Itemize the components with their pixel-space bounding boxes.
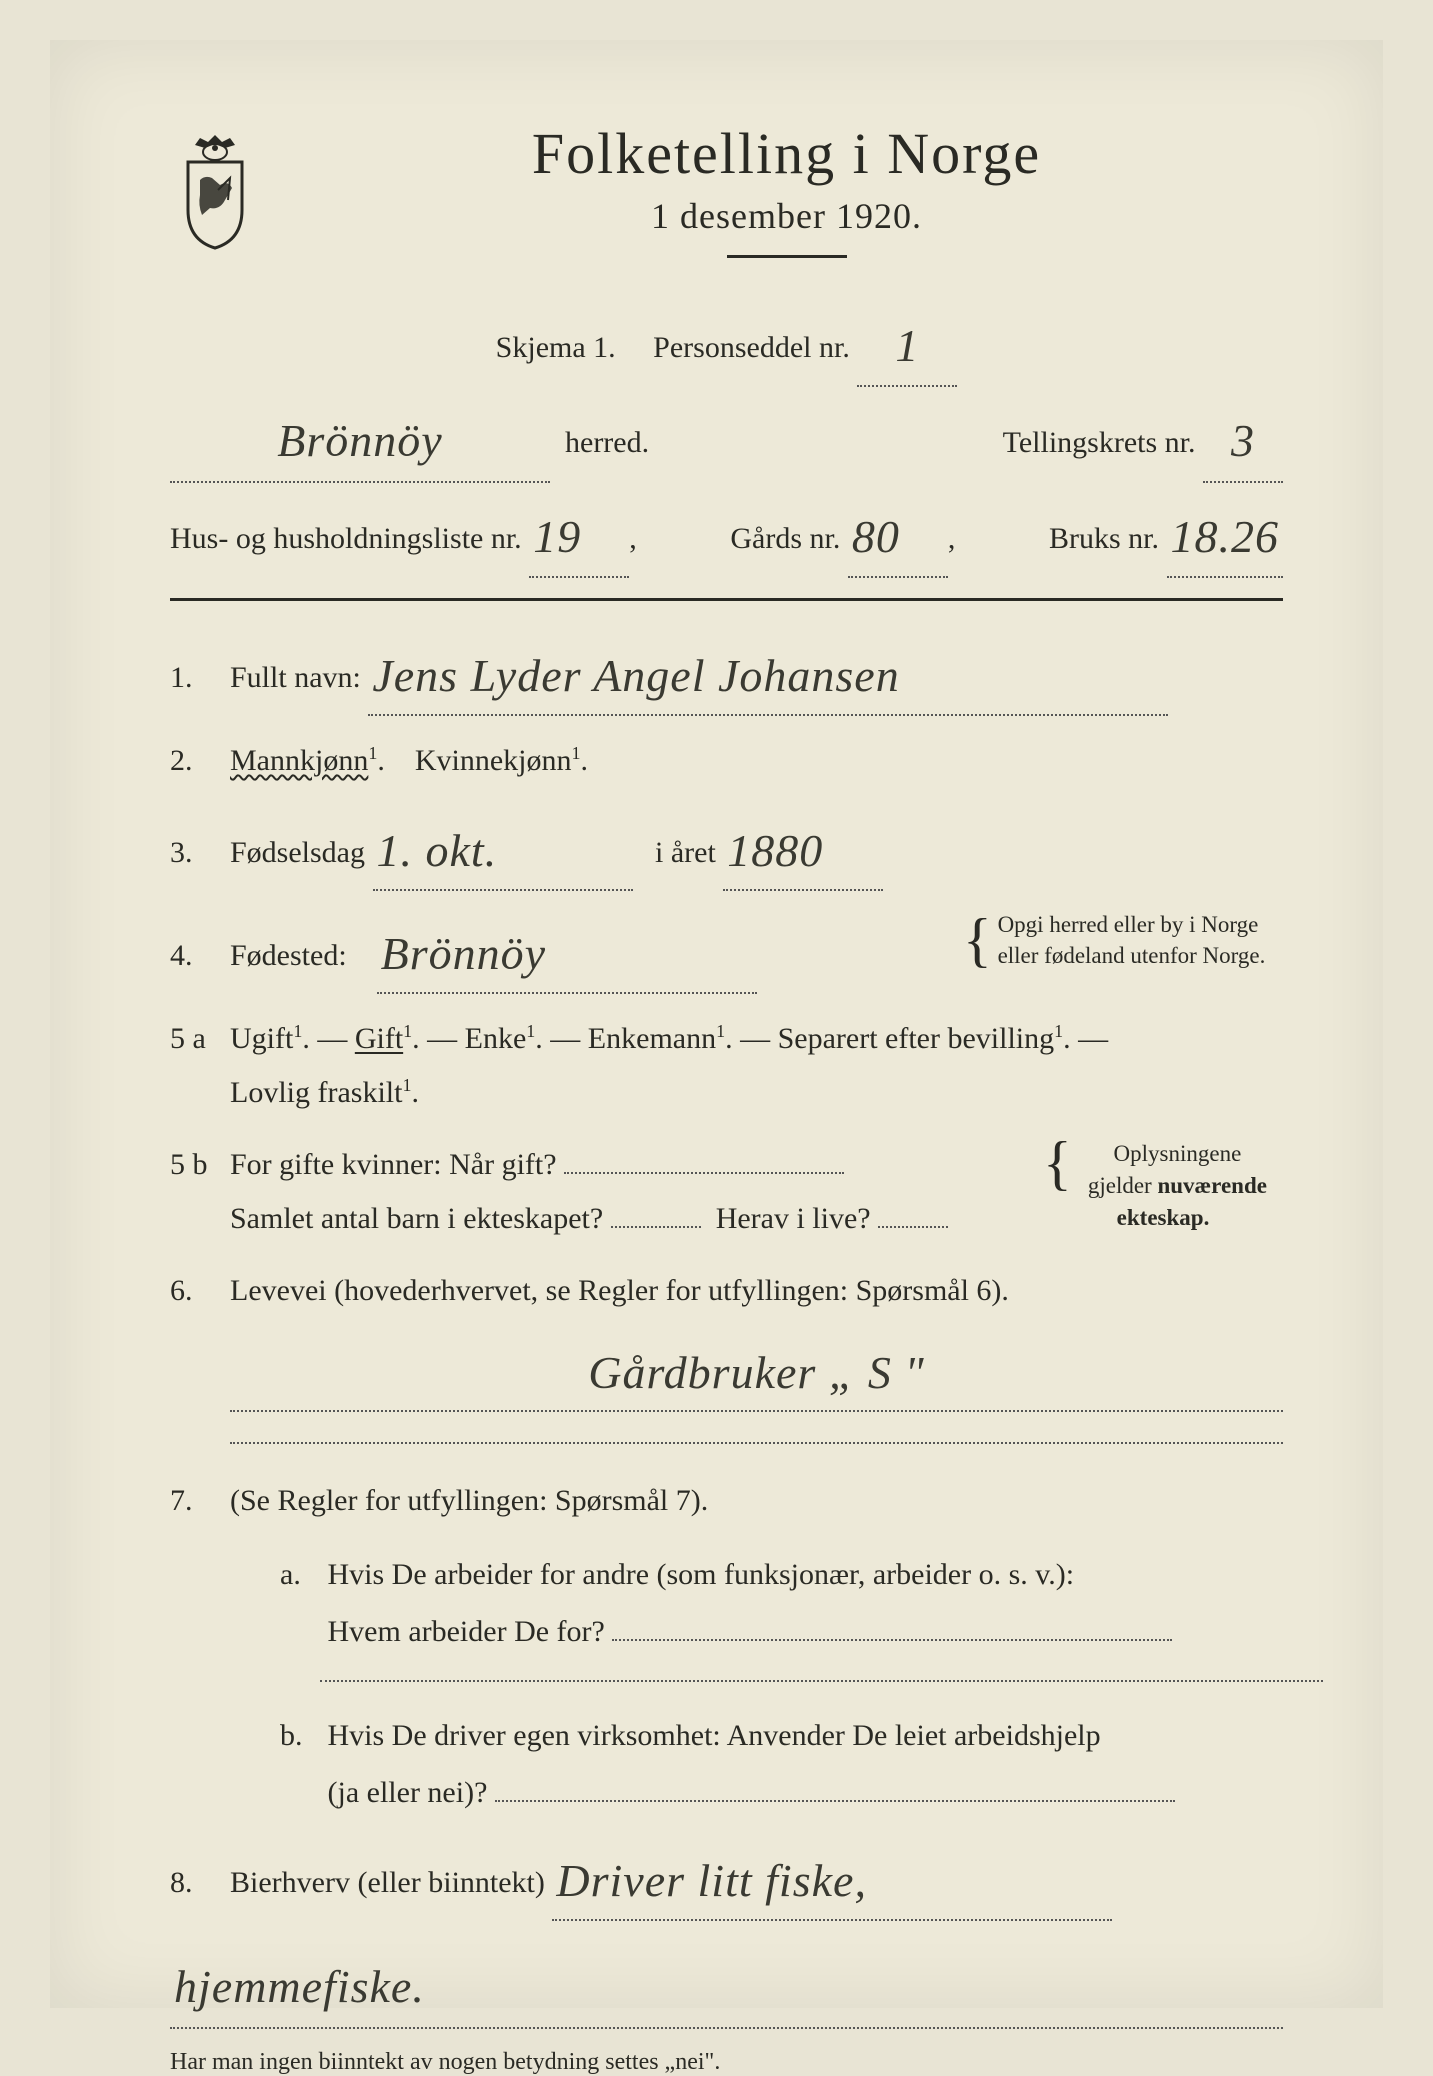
skjema-label: Skjema 1. xyxy=(496,331,616,364)
gards-value: 80 xyxy=(852,511,900,562)
q5a-ugift: Ugift xyxy=(230,1022,293,1055)
q2-row: 2. Mannkjønn1. Kvinnekjønn1. xyxy=(170,734,1283,788)
q5b-line1: For gifte kvinner: Når gift? xyxy=(230,1148,557,1181)
herred-line: Brönnöy herred. Tellingskrets nr. 3 xyxy=(170,393,1283,482)
q3-year: 1880 xyxy=(727,825,823,876)
q7b-text1: Hvis De driver egen virksomhet: Anvender… xyxy=(328,1719,1101,1752)
brace-icon: { xyxy=(1043,1148,1072,1178)
q1-row: 1. Fullt navn: Jens Lyder Angel Johansen xyxy=(170,631,1283,716)
q5a-enkemann: Enkemann xyxy=(588,1022,716,1055)
q5a-lovlig: Lovlig fraskilt xyxy=(230,1076,402,1109)
q5b-line2b: Herav i live? xyxy=(716,1202,871,1235)
q2-sup1: 1 xyxy=(368,743,377,763)
title-divider xyxy=(727,255,847,258)
q3-num: 3. xyxy=(170,826,230,880)
bruks-label: Bruks nr. xyxy=(1049,522,1159,555)
q5a-num: 5 a xyxy=(170,1012,230,1066)
footer-note: Har man ingen biinntekt av nogen betydni… xyxy=(170,2049,1283,2076)
subtitle: 1 desember 1920. xyxy=(290,195,1283,237)
q4-note2: eller fødeland utenfor Norge. xyxy=(998,943,1266,968)
q8-value1: Driver litt fiske, xyxy=(556,1855,867,1906)
q4-row: 4. Fødested: Brönnöy { Opgi herred eller… xyxy=(170,909,1283,994)
q8-value2: hjemmefiske. xyxy=(174,1961,425,2012)
q5b-note3: ekteskap. xyxy=(1117,1205,1210,1230)
q5b-note: { Oplysningene gjelder nuværende ekteska… xyxy=(1043,1138,1283,1235)
q7a-text2: Hvem arbeider De for? xyxy=(328,1615,605,1648)
q7b-label: b. xyxy=(280,1707,320,1764)
q4-note: { Opgi herred eller by i Norge eller fød… xyxy=(963,909,1283,971)
q8-row: 8. Bierhverv (eller biinntekt) Driver li… xyxy=(170,1836,1283,1921)
title-block: Folketelling i Norge 1 desember 1920. xyxy=(290,120,1283,288)
q5b-line2a: Samlet antal barn i ekteskapet? xyxy=(230,1202,603,1235)
q2-num: 2. xyxy=(170,734,230,788)
personseddel-label: Personseddel nr. xyxy=(653,331,850,364)
hus-line: Hus- og husholdningsliste nr. 19, Gårds … xyxy=(170,489,1283,578)
q2-kvinne: Kvinnekjønn xyxy=(415,744,572,777)
header: Folketelling i Norge 1 desember 1920. xyxy=(170,120,1283,288)
q7-row: 7. (Se Regler for utfyllingen: Spørsmål … xyxy=(170,1474,1283,1528)
q5b-note1: Oplysningene xyxy=(1114,1141,1242,1166)
herred-label: herred. xyxy=(565,426,649,459)
q3-label: Fødselsdag xyxy=(230,836,365,869)
gards-label: Gårds nr. xyxy=(730,522,840,555)
hus-value: 19 xyxy=(533,511,581,562)
q3-year-label: i året xyxy=(655,836,716,869)
brace-icon: { xyxy=(963,925,992,955)
herred-value: Brönnöy xyxy=(277,415,442,466)
q6-num: 6. xyxy=(170,1264,230,1318)
q5b-note2: gjelder xyxy=(1088,1173,1152,1198)
bruks-value: 18.26 xyxy=(1171,511,1280,562)
q6-value: Gårdbruker „ S " xyxy=(588,1347,924,1398)
hus-label: Hus- og husholdningsliste nr. xyxy=(170,522,522,555)
q3-day: 1. okt. xyxy=(377,825,498,876)
q5b-num: 5 b xyxy=(170,1138,230,1192)
q7b-row: b. Hvis De driver egen virksomhet: Anven… xyxy=(280,1707,1283,1821)
tellingskrets-value: 3 xyxy=(1231,415,1255,466)
personseddel-value: 1 xyxy=(895,320,919,371)
main-title: Folketelling i Norge xyxy=(290,120,1283,187)
q1-num: 1. xyxy=(170,651,230,705)
q1-value: Jens Lyder Angel Johansen xyxy=(372,650,899,701)
q5a-separert: Separert efter bevilling xyxy=(778,1022,1055,1055)
q5b-note2b: nuværende xyxy=(1157,1173,1267,1198)
q6-row: 6. Levevei (hovederhvervet, se Regler fo… xyxy=(170,1264,1283,1445)
q6-label: Levevei (hovederhvervet, se Regler for u… xyxy=(230,1274,1009,1307)
q8-num: 8. xyxy=(170,1856,230,1910)
q2-mann: Mannkjønn xyxy=(230,744,368,777)
q5a-gift: Gift xyxy=(355,1022,403,1055)
q8-line2: hjemmefiske. xyxy=(170,1939,1283,2028)
skjema-line: Skjema 1. Personseddel nr. 1 xyxy=(170,298,1283,387)
q7b-text2: (ja eller nei)? xyxy=(328,1776,488,1809)
q8-label: Bierhverv (eller biinntekt) xyxy=(230,1866,545,1899)
q5a-row: 5 a Ugift1. — Gift1. — Enke1. — Enkemann… xyxy=(170,1012,1283,1120)
q3-row: 3. Fødselsdag 1. okt. i året 1880 xyxy=(170,806,1283,891)
header-divider xyxy=(170,598,1283,601)
q4-label: Fødested: xyxy=(230,939,347,972)
q7a-label: a. xyxy=(280,1546,320,1603)
q7a-row: a. Hvis De arbeider for andre (som funks… xyxy=(280,1546,1283,1682)
q7-label: (Se Regler for utfyllingen: Spørsmål 7). xyxy=(230,1484,708,1517)
q5b-row: 5 b For gifte kvinner: Når gift? Samlet … xyxy=(170,1138,1283,1246)
q2-sup2: 1 xyxy=(571,743,580,763)
q4-value: Brönnöy xyxy=(381,928,546,979)
census-form-page: Folketelling i Norge 1 desember 1920. Sk… xyxy=(50,40,1383,2008)
tellingskrets-label: Tellingskrets nr. xyxy=(1003,426,1196,459)
q1-label: Fullt navn: xyxy=(230,661,361,694)
q7a-text1: Hvis De arbeider for andre (som funksjon… xyxy=(328,1558,1075,1591)
q5a-enke: Enke xyxy=(465,1022,527,1055)
q4-num: 4. xyxy=(170,929,230,983)
q4-note1: Opgi herred eller by i Norge xyxy=(998,912,1259,937)
q7-num: 7. xyxy=(170,1474,230,1528)
coat-of-arms-icon xyxy=(170,130,260,250)
